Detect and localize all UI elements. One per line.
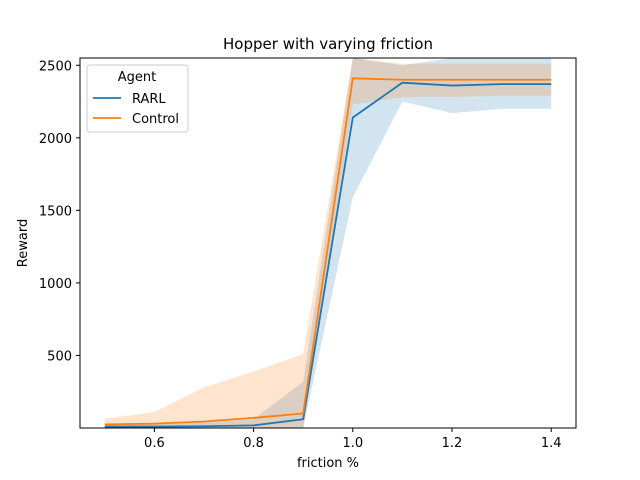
legend-entry-rarl: RARL [132,92,166,107]
x-axis-label: friction % [297,456,359,471]
y-tick-label: 1500 [39,204,72,219]
y-axis: 500 1000 1500 2000 2500 [39,59,80,364]
legend-entry-control: Control [132,112,179,127]
series-line-rarl [104,81,552,428]
x-tick-label: 0.6 [144,436,165,451]
y-tick-label: 500 [47,349,72,364]
x-axis: 0.6 0.8 1.0 1.2 1.4 [144,428,562,451]
y-tick-label: 2500 [39,59,72,74]
y-tick-label: 1000 [39,277,72,292]
plot-area [104,58,552,428]
legend-title: Agent [118,70,156,85]
x-tick-label: 1.2 [442,436,463,451]
x-tick-label: 1.0 [342,436,363,451]
x-tick-label: 1.4 [541,436,562,451]
series-line-control [104,77,552,426]
plot-frame [79,57,577,429]
legend-box [86,64,189,133]
chart-title: Hopper with varying friction [223,35,433,53]
y-axis-label: Reward [16,219,31,267]
legend: Agent RARL Control [86,64,189,133]
y-tick-label: 2000 [39,132,72,147]
x-tick-label: 0.8 [243,436,264,451]
